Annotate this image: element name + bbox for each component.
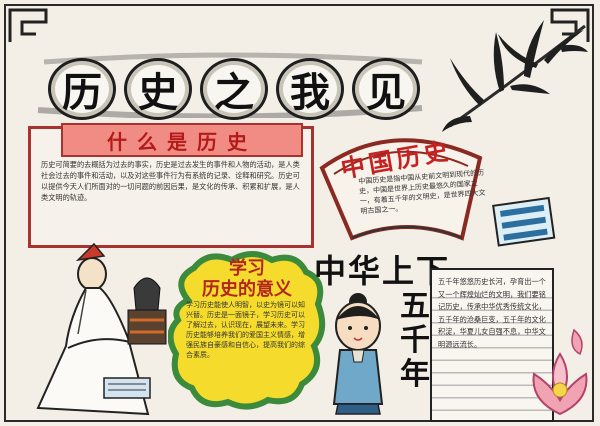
learning-meaning-heading-line1: 学习 <box>229 258 265 279</box>
paper-note-text: 五千年悠悠历史长河，孕育出一个又一个辉煌灿烂的文明，我们要铭记历史，传承中华优秀… <box>438 277 546 349</box>
title-char-4: 我 <box>276 58 344 120</box>
teapot-icon <box>127 277 167 345</box>
what-is-history-heading: 什么是历史 <box>61 123 303 157</box>
bamboo-drawing <box>442 20 588 132</box>
china-history-text: 中国历史是指中国从史前文明到现代的历史，中国是世界上历史最悠久的国家之一，有着五… <box>358 168 486 216</box>
girl-figure <box>332 293 384 415</box>
title-char-1: 历 <box>48 58 116 120</box>
fan-shape <box>319 138 483 241</box>
corner-ornament-icon <box>8 8 48 42</box>
title-char-3: 之 <box>200 58 268 120</box>
learning-meaning-heading: 学习 历史的意义 <box>192 258 302 300</box>
what-is-history-box: 什么是历史 历史可简要的去概括为过去的事实，历史是过去发生的事件和人物的活动，是… <box>28 123 314 248</box>
slogan-line1: 中华上下 <box>314 252 451 290</box>
title-char-5: 见 <box>352 58 420 120</box>
ancient-scholar-figure <box>36 242 151 416</box>
title-char-2: 史 <box>124 58 192 120</box>
title-banner: 历 史 之 我 见 <box>30 52 430 120</box>
learning-meaning-cloud <box>168 251 326 410</box>
what-is-history-text: 历史可简要的去概括为过去的事实，历史是过去发生的事件和人物的活动，是人类社会过去… <box>41 160 300 202</box>
book-scroll-icon <box>492 196 556 247</box>
learning-meaning-heading-line2: 历史的意义 <box>202 279 292 300</box>
slogan-line2: 五千年 <box>400 289 430 392</box>
paper-lines <box>432 286 552 416</box>
learning-meaning-text: 学习历史能使人明智，以史为镜可以知兴替。历史是一面镜子，学习历史可以了解过去，认… <box>186 301 305 359</box>
poster-frame <box>4 4 594 422</box>
lotus-flower-icon <box>532 328 588 416</box>
paper-note: 五千年悠悠历史长河，孕育出一个又一个辉煌灿烂的文明，我们要铭记历史，传承中华优秀… <box>430 268 554 422</box>
